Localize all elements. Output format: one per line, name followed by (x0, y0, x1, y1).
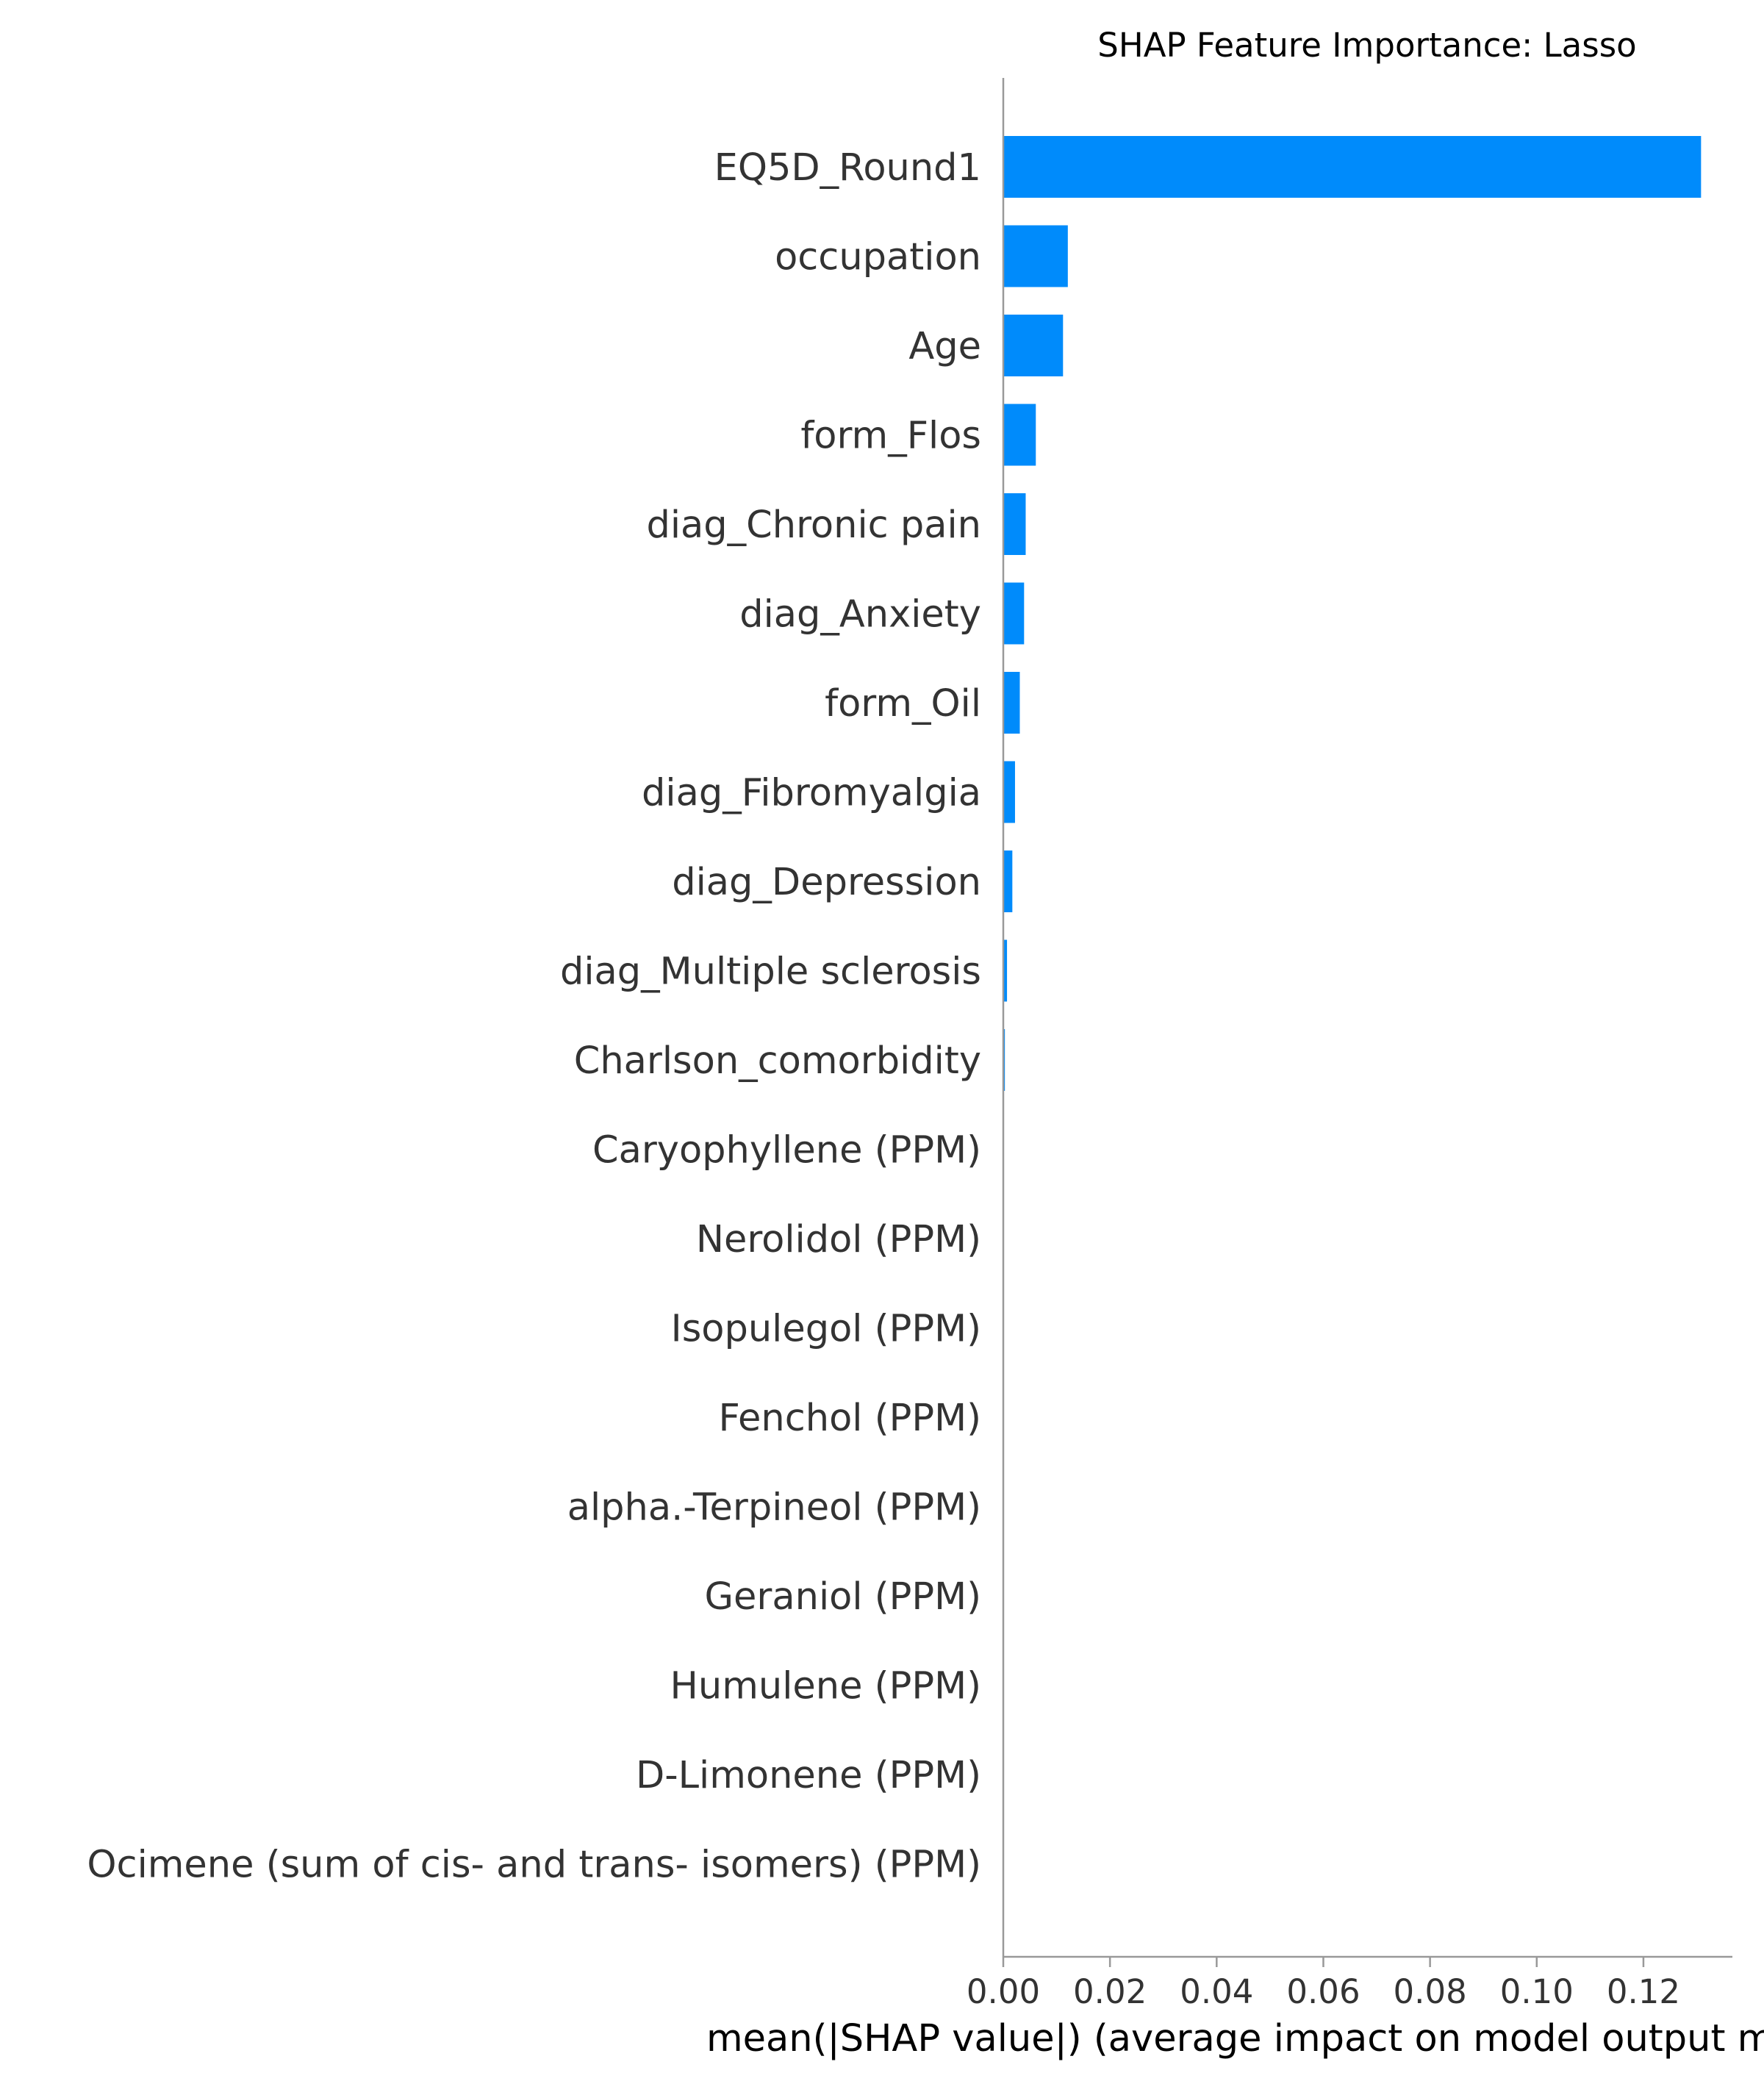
feature-label: Charlson_comorbidity (574, 1039, 981, 1083)
bar-4 (1003, 493, 1026, 555)
x-tick-label: 0.00 (967, 1972, 1040, 2011)
x-tick-label: 0.02 (1073, 1972, 1147, 2011)
feature-label: diag_Depression (672, 861, 981, 904)
feature-label: Nerolidol (PPM) (696, 1218, 981, 1261)
bar-8 (1003, 850, 1013, 912)
feature-label: Isopulegol (PPM) (671, 1308, 981, 1351)
x-tick-label: 0.08 (1394, 1972, 1467, 2011)
feature-label: occupation (775, 236, 981, 279)
feature-label: EQ5D_Round1 (714, 146, 981, 190)
feature-label: Geraniol (PPM) (705, 1575, 982, 1619)
feature-label: diag_Chronic pain (646, 504, 981, 547)
feature-label: D-Limonene (PPM) (636, 1754, 981, 1797)
bar-5 (1003, 582, 1025, 645)
bar-7 (1003, 761, 1015, 823)
feature-label: Fenchol (PPM) (719, 1397, 982, 1440)
feature-label: diag_Multiple sclerosis (560, 950, 981, 994)
feature-labels-group: EQ5D_Round1 occupation Age form_Flos diag_Ch… (87, 146, 981, 1887)
x-ticks-group: 0.00 0.02 0.04 0.06 0.08 0.10 0.12 (967, 1957, 1680, 2011)
x-tick-label: 0.10 (1500, 1972, 1574, 2011)
feature-label: form_Flos (800, 415, 981, 458)
feature-label: form_Oil (825, 682, 981, 726)
bar-1 (1003, 225, 1068, 287)
x-tick-label: 0.06 (1286, 1972, 1360, 2011)
feature-label: Caryophyllene (PPM) (592, 1129, 981, 1172)
bar-0 (1003, 136, 1702, 198)
feature-label: diag_Anxiety (739, 593, 981, 637)
bar-2 (1003, 315, 1064, 376)
feature-label: diag_Fibromyalgia (642, 772, 981, 815)
bar-3 (1003, 404, 1036, 466)
feature-label: Humulene (PPM) (670, 1665, 981, 1708)
x-tick-label: 0.12 (1607, 1972, 1680, 2011)
bars-group (1003, 136, 1702, 1091)
bar-9 (1003, 939, 1008, 1002)
bar-6 (1003, 672, 1020, 734)
x-axis-label: mean(|SHAP value|) (average impact on mo… (706, 2017, 1764, 2060)
feature-label: alpha.-Terpineol (PPM) (567, 1486, 981, 1530)
feature-label: Age (908, 325, 981, 368)
x-tick-label: 0.04 (1180, 1972, 1253, 2011)
feature-label: Ocimene (sum of cis- and trans- isomers)… (87, 1844, 981, 1887)
chart-title: SHAP Feature Importance: Lasso (1097, 26, 1636, 65)
